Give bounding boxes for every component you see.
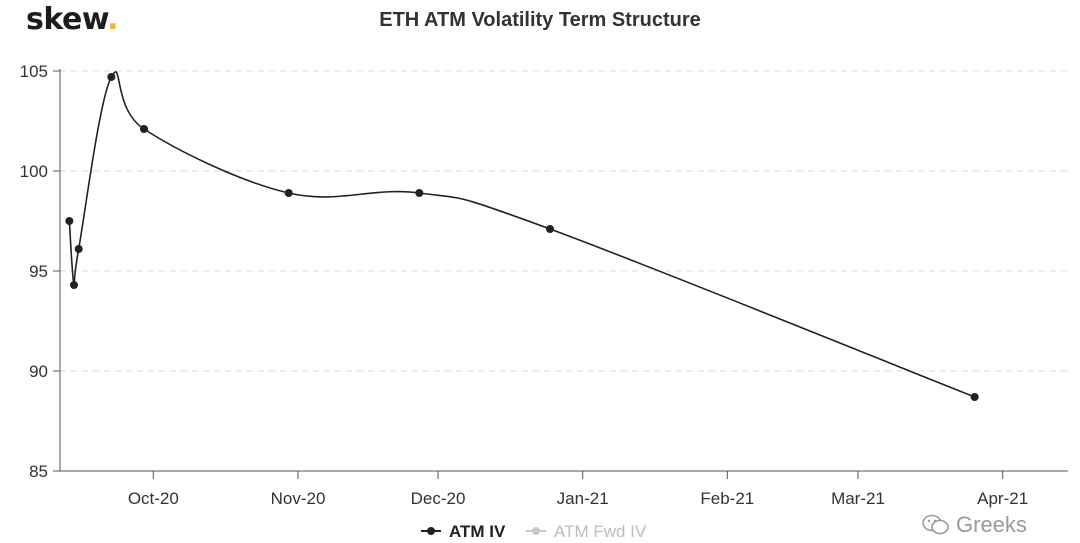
legend-label: ATM IV xyxy=(449,522,506,541)
data-point xyxy=(65,217,74,225)
x-tick-label: Feb-21 xyxy=(700,489,754,508)
data-point xyxy=(970,393,979,401)
gridlines xyxy=(60,70,1068,372)
legend-swatch-marker xyxy=(427,527,435,535)
chart-title: ETH ATM Volatility Term Structure xyxy=(379,9,701,31)
data-point xyxy=(284,189,293,197)
series-layer xyxy=(65,71,979,401)
data-point xyxy=(70,281,78,289)
y-tick-label: 105 xyxy=(20,62,48,81)
watermark: Greeks xyxy=(922,512,1027,538)
data-point xyxy=(140,125,148,133)
y-tick-label: 95 xyxy=(29,262,48,281)
axes xyxy=(53,69,1068,479)
y-tick-label: 100 xyxy=(20,162,48,181)
x-tick-label: Jan-21 xyxy=(557,489,609,508)
y-tick-label: 90 xyxy=(29,362,48,381)
x-tick-label: Dec-20 xyxy=(411,489,466,508)
x-tick-label: Mar-21 xyxy=(831,489,885,508)
legend-label: ATM Fwd IV xyxy=(554,522,647,541)
data-point xyxy=(546,225,554,233)
y-tick-label: 85 xyxy=(29,462,48,481)
wechat-icon xyxy=(922,514,949,535)
series-line-atm-iv xyxy=(68,71,975,398)
y-tick-labels: 85 90 95 100 105 xyxy=(20,62,48,481)
x-tick-label: Oct-20 xyxy=(128,489,179,508)
skew-logo: skew. xyxy=(26,2,119,37)
x-tick-label: Apr-21 xyxy=(977,489,1028,508)
watermark-text: Greeks xyxy=(956,512,1027,537)
legend: ATM IV ATM Fwd IV xyxy=(421,522,647,541)
data-point xyxy=(74,245,83,253)
x-tick-labels: Oct-20 Nov-20 Dec-20 Jan-21 Feb-21 Mar-21 Apr-… xyxy=(128,489,1028,508)
legend-swatch-marker xyxy=(532,527,540,535)
data-point xyxy=(415,189,424,197)
x-tick-label: Nov-20 xyxy=(271,489,326,508)
data-point xyxy=(107,73,116,81)
